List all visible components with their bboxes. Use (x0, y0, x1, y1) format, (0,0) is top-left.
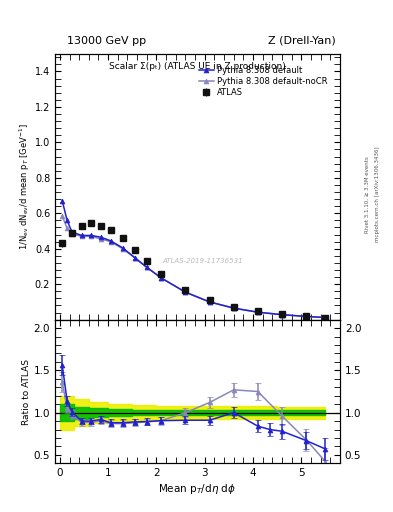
Pythia 8.308 default-noCR (280, 312, 285, 318)
Pythia 8.308 default (231, 305, 236, 311)
Pythia 8.308 default-noCR (231, 305, 236, 311)
Pythia 8.308 default-noCR (99, 236, 103, 242)
Pythia 8.308 default-noCR (89, 233, 94, 240)
Pythia 8.308 default-noCR (79, 233, 84, 240)
Pythia 8.308 default (60, 198, 64, 204)
Text: ATLAS-2019-11736531: ATLAS-2019-11736531 (163, 258, 244, 264)
Text: 13000 GeV pp: 13000 GeV pp (67, 36, 146, 46)
Pythia 8.308 default (89, 232, 94, 239)
Pythia 8.308 default (207, 299, 212, 305)
Pythia 8.308 default-noCR (323, 314, 328, 321)
Legend: Pythia 8.308 default, Pythia 8.308 default-noCR, ATLAS: Pythia 8.308 default, Pythia 8.308 defau… (196, 63, 330, 99)
Pythia 8.308 default (132, 254, 137, 261)
Pythia 8.308 default-noCR (304, 313, 309, 319)
Pythia 8.308 default-noCR (144, 264, 149, 270)
Pythia 8.308 default-noCR (65, 225, 70, 231)
Text: mcplots.cern.ch [arXiv:1306.3436]: mcplots.cern.ch [arXiv:1306.3436] (375, 147, 380, 242)
Text: Rivet 3.1.10, ≥ 3.3M events: Rivet 3.1.10, ≥ 3.3M events (365, 156, 370, 233)
Text: Scalar Σ(pₜ) (ATLAS UE in Z production): Scalar Σ(pₜ) (ATLAS UE in Z production) (109, 62, 286, 71)
Pythia 8.308 default (304, 313, 309, 319)
Pythia 8.308 default (183, 289, 188, 295)
Pythia 8.308 default (323, 314, 328, 321)
Y-axis label: 1/N$_{\rm ev}$ dN$_{\rm ev}$/d mean p$_T$ [GeV$^{-1}$]: 1/N$_{\rm ev}$ dN$_{\rm ev}$/d mean p$_T… (18, 123, 32, 250)
Pythia 8.308 default (65, 217, 70, 223)
Pythia 8.308 default-noCR (207, 299, 212, 305)
Pythia 8.308 default-noCR (183, 289, 188, 295)
Pythia 8.308 default-noCR (255, 309, 260, 315)
Pythia 8.308 default-noCR (70, 230, 74, 237)
Line: Pythia 8.308 default: Pythia 8.308 default (60, 199, 328, 320)
Pythia 8.308 default (70, 229, 74, 235)
Pythia 8.308 default (79, 232, 84, 239)
Pythia 8.308 default-noCR (120, 246, 125, 252)
Line: Pythia 8.308 default-noCR: Pythia 8.308 default-noCR (60, 214, 328, 320)
Pythia 8.308 default (159, 275, 163, 281)
Pythia 8.308 default-noCR (159, 275, 163, 281)
Text: Z (Drell-Yan): Z (Drell-Yan) (268, 36, 336, 46)
Pythia 8.308 default-noCR (108, 239, 113, 245)
Pythia 8.308 default-noCR (132, 254, 137, 261)
Pythia 8.308 default (144, 264, 149, 270)
Pythia 8.308 default-noCR (60, 213, 64, 219)
Pythia 8.308 default (99, 234, 103, 240)
Y-axis label: Ratio to ATLAS: Ratio to ATLAS (22, 358, 31, 424)
Pythia 8.308 default (120, 245, 125, 251)
Pythia 8.308 default (108, 238, 113, 244)
Pythia 8.308 default (255, 309, 260, 315)
X-axis label: Mean p$_T$/d$\eta$ d$\phi$: Mean p$_T$/d$\eta$ d$\phi$ (158, 482, 237, 497)
Pythia 8.308 default (280, 312, 285, 318)
